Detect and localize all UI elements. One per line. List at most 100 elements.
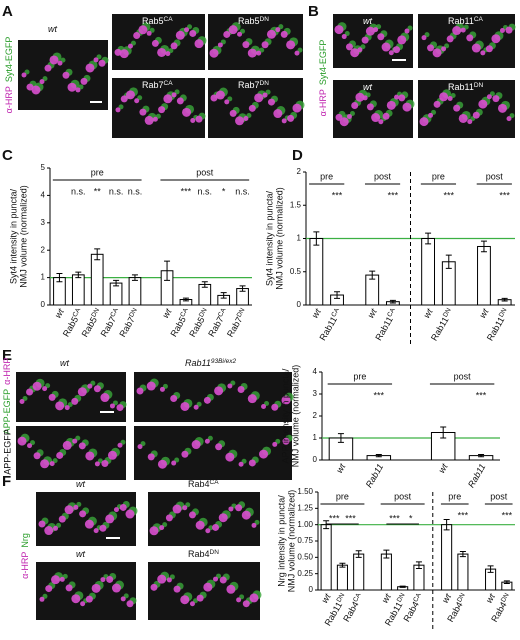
significance: *** — [499, 190, 510, 200]
signal-magenta — [210, 94, 218, 102]
image-label-base: Rab7 — [142, 80, 164, 90]
x-tick-label-base: Rab11 — [429, 315, 451, 342]
group-label: post — [490, 491, 508, 501]
error-bar — [339, 562, 346, 568]
y-tick-label: 1.5 — [290, 200, 302, 209]
image-label-base: wt — [76, 549, 85, 559]
signal-magenta — [39, 79, 45, 85]
error-bar — [459, 550, 466, 558]
signal-magenta — [65, 584, 73, 592]
error-bar — [399, 585, 406, 588]
signal-magenta — [421, 35, 427, 41]
error-bar — [389, 299, 396, 304]
signal-magenta — [147, 453, 155, 461]
x-tick-label-base: Rab4 — [342, 600, 361, 624]
image-label-base: Rab11 — [185, 358, 211, 368]
x-tick-label: wt — [335, 462, 348, 475]
signal-magenta — [105, 514, 115, 524]
x-tick-label-base: Rab11 — [318, 315, 340, 342]
signal-magenta — [119, 503, 127, 511]
signal-magenta — [388, 50, 394, 56]
signal-magenta — [146, 381, 156, 391]
error-bar — [369, 270, 376, 280]
signal-magenta — [243, 116, 249, 122]
signal-magenta — [499, 27, 505, 33]
x-tick-label-base: wt — [484, 592, 497, 605]
signal-magenta — [275, 27, 281, 33]
y-tick-label: 4 — [313, 367, 318, 376]
y-tick-label: 0 — [309, 585, 314, 594]
signal-magenta — [58, 515, 66, 523]
signal-magenta — [62, 71, 70, 79]
signal-magenta — [282, 437, 290, 445]
signal-magenta — [355, 92, 365, 102]
signal-magenta — [100, 393, 110, 403]
signal-magenta — [126, 600, 134, 608]
error-bar — [75, 271, 82, 279]
signal-magenta — [341, 34, 347, 40]
y-tick-label: 2 — [297, 167, 302, 176]
signal-magenta — [189, 29, 197, 37]
error-bar — [355, 550, 362, 558]
signal-magenta — [99, 524, 107, 532]
signal-magenta — [119, 49, 129, 59]
signal-magenta — [281, 118, 287, 124]
signal-magenta — [350, 48, 360, 58]
y-tick-label: 1 — [41, 273, 46, 282]
signal-magenta — [249, 593, 259, 603]
signal-magenta — [31, 85, 41, 95]
signal-magenta — [111, 583, 121, 593]
signal-magenta — [173, 585, 181, 593]
signal-magenta — [78, 442, 86, 450]
x-tick-label: Rab11 — [364, 462, 386, 489]
signal-magenta — [44, 64, 52, 72]
signal-magenta — [397, 35, 407, 45]
error-bar — [478, 454, 485, 458]
x-tick-label-base: Rab5 — [187, 315, 206, 339]
signal-magenta — [120, 596, 126, 602]
signal-magenta — [287, 114, 295, 122]
x-tick-label-base: wt — [380, 592, 393, 605]
image-label-base: wt — [76, 479, 85, 489]
y-tick-label: 5 — [41, 163, 46, 172]
x-tick-label: wt — [478, 307, 491, 320]
signal-magenta — [217, 42, 223, 48]
image-label-sup: CA — [164, 80, 174, 87]
error-bar — [182, 297, 189, 302]
signal-magenta — [45, 585, 53, 593]
x-tick-label-base: Rab4 — [402, 600, 421, 624]
error-bar — [503, 580, 510, 584]
signal-magenta — [149, 526, 159, 536]
image-label: Rab5CA — [142, 16, 173, 27]
signal-magenta — [271, 403, 279, 411]
signal-magenta — [80, 601, 86, 607]
signal-magenta — [26, 388, 34, 396]
micrograph — [148, 562, 260, 620]
group-label: post — [394, 491, 412, 501]
signal-magenta — [120, 95, 128, 103]
channel-label: APP-EGFP — [2, 429, 12, 475]
signal-magenta — [40, 459, 50, 469]
error-bar — [415, 561, 422, 569]
signal-magenta — [42, 386, 48, 392]
signal-magenta — [447, 96, 453, 102]
signal-magenta — [27, 443, 33, 449]
signal-magenta — [471, 43, 481, 53]
signal-magenta — [236, 597, 242, 603]
x-tick-label-sup: DN — [396, 592, 407, 604]
significance: *** — [502, 510, 513, 520]
image-label: wt — [363, 82, 372, 92]
x-tick-label: Rab7DN — [117, 307, 142, 339]
signal-magenta — [138, 25, 148, 35]
signal-magenta — [458, 113, 468, 123]
signal-magenta — [294, 50, 300, 56]
signal-magenta — [136, 387, 144, 395]
signal-magenta — [125, 509, 135, 519]
x-tick-label-base: Rab7 — [225, 315, 244, 339]
signal-magenta — [56, 451, 64, 459]
signal-magenta — [44, 526, 54, 536]
y-tick-label: 1 — [297, 234, 302, 243]
x-tick-label: Rab7DN — [225, 307, 250, 339]
signal-magenta — [80, 77, 88, 85]
signal-magenta — [492, 95, 500, 103]
